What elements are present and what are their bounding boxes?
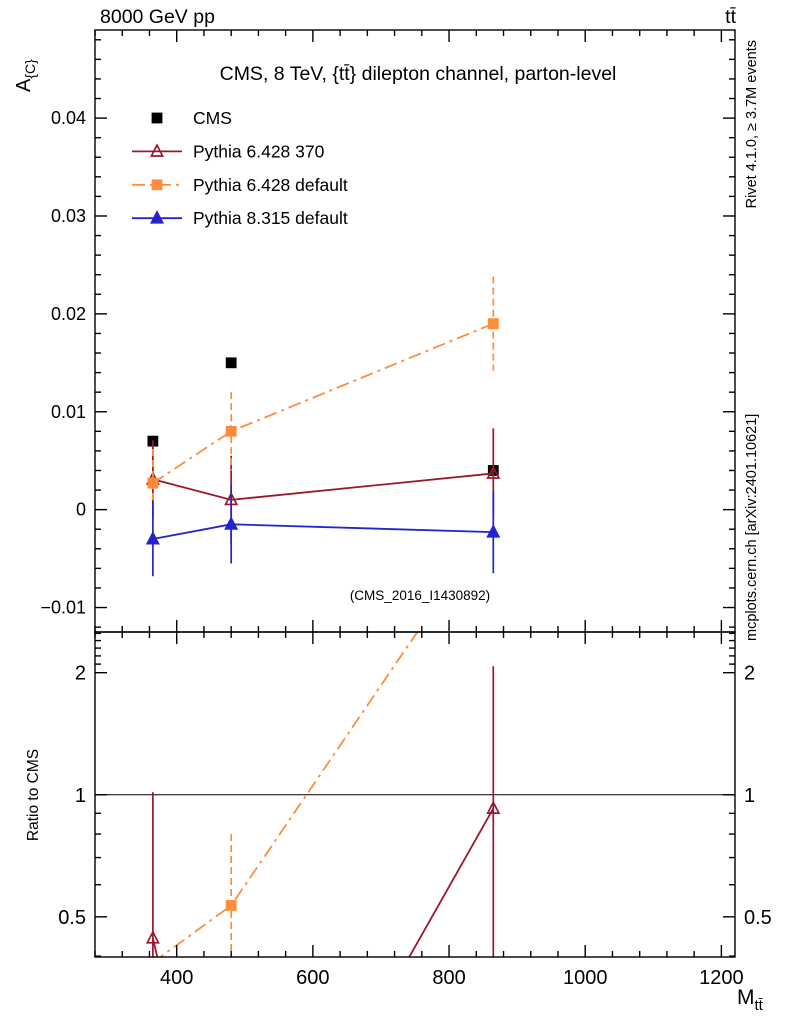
axes xyxy=(94,29,736,958)
legend-label: CMS xyxy=(193,108,232,128)
plot-title: CMS, 8 TeV, {tt̄} dilepton channel, part… xyxy=(220,63,617,85)
marker-square xyxy=(225,900,237,911)
legend-label: Pythia 6.428 default xyxy=(193,175,348,195)
tick-labels: 400 600 800 1000 1200 −0.01 0 0.01 0.02 0.03 0.04 0… xyxy=(40,108,771,989)
ratio-tick-label-right: 2 xyxy=(744,663,755,685)
y-tick-label: 0 xyxy=(76,500,86,520)
marker-triangle xyxy=(145,530,160,545)
y-axis-title: A{C} xyxy=(13,59,38,92)
header-beam-label: 8000 GeV pp xyxy=(100,6,215,28)
y-axis-title-main: A xyxy=(13,78,35,92)
ratio-tick-label-right: 1 xyxy=(744,785,755,807)
marker-square xyxy=(225,425,237,437)
y-axis-title-sub: {C} xyxy=(22,59,38,79)
marker-triangle xyxy=(486,800,501,814)
ratio-tick-label-right: 0.5 xyxy=(744,907,772,929)
marker-triangle xyxy=(224,516,239,530)
marker-square xyxy=(147,477,159,489)
marker-triangle xyxy=(150,210,164,224)
analysis-watermark: (CMS_2016_I1430892) xyxy=(350,588,490,603)
x-axis-title: Mtt̄ xyxy=(737,986,764,1014)
marker-triangle xyxy=(486,465,501,479)
main-panel-series xyxy=(145,276,501,577)
marker-square xyxy=(151,112,163,124)
y-tick-label: 0.03 xyxy=(51,206,86,226)
y-tick-label: 0.01 xyxy=(51,402,86,422)
ratio-tick-label-left: 2 xyxy=(75,663,86,685)
x-axis-title-sub: tt̄ xyxy=(755,997,764,1014)
marker-triangle xyxy=(145,930,160,944)
legend: CMS Pythia 6.428 370 Pythia 6.428 default P… xyxy=(132,108,348,228)
x-tick-label: 600 xyxy=(296,967,329,989)
x-tick-label: 400 xyxy=(160,967,193,989)
ratio-axis-title: Ratio to CMS xyxy=(25,749,42,841)
rivet-version-label: Rivet 4.1.0, ≥ 3.7M events xyxy=(744,40,760,208)
marker-triangle xyxy=(150,143,164,157)
x-axis-title-main: M xyxy=(737,986,755,1009)
marker-square xyxy=(487,318,499,330)
y-tick-label: 0.04 xyxy=(51,108,86,128)
y-tick-label: 0.02 xyxy=(51,304,86,324)
legend-label: Pythia 6.428 370 xyxy=(193,141,325,161)
x-tick-label: 800 xyxy=(432,967,465,989)
series-line xyxy=(152,322,494,484)
marker-square xyxy=(151,179,163,191)
header-process-label: tt̄ xyxy=(725,6,736,28)
marker-triangle xyxy=(486,524,501,538)
mcplots-citation-label: mcplots.cern.ch [arXiv:2401.10621] xyxy=(744,414,760,641)
x-tick-label: 1200 xyxy=(699,967,744,989)
legend-label: Pythia 8.315 default xyxy=(193,208,348,228)
ratio-tick-label-left: 0.5 xyxy=(58,907,86,929)
ratio-panel-series xyxy=(95,632,735,957)
ratio-tick-label-left: 1 xyxy=(75,785,86,807)
y-tick-label: −0.01 xyxy=(40,598,86,618)
marker-square xyxy=(225,357,237,369)
x-tick-label: 1000 xyxy=(563,967,608,989)
